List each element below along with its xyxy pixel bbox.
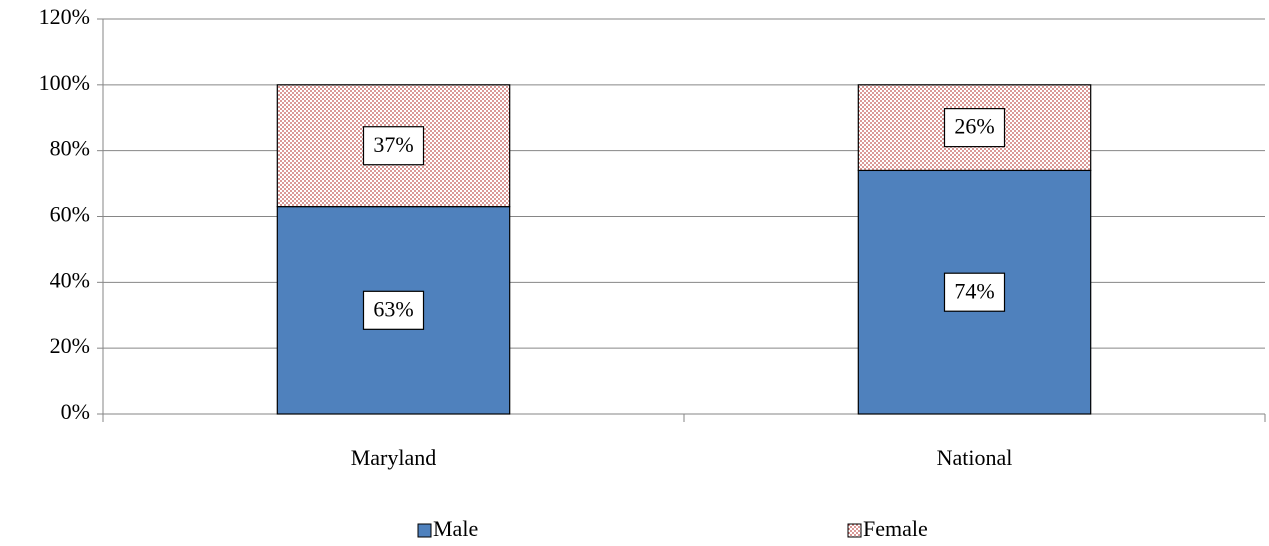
legend-label: Male [433,516,478,541]
legend-key [417,523,432,538]
legend-key [847,523,862,538]
y-tick-label: 20% [50,333,90,358]
y-tick-label: 40% [50,267,90,292]
data-label-box [362,290,425,330]
data-label: 74% [954,278,994,303]
x-tick-label: Maryland [351,445,437,470]
data-label: 37% [373,132,413,157]
legend-label: Female [863,516,928,541]
y-tick-label: 0% [61,399,90,424]
data-label-box [362,126,425,166]
y-tick-label: 120% [39,4,90,29]
y-tick-label: 100% [39,70,90,95]
data-label: 26% [954,114,994,139]
data-label-box [943,272,1006,312]
y-tick-label: 80% [50,136,90,161]
x-tick-label: National [937,445,1013,470]
data-label: 63% [373,296,413,321]
data-label-box [943,108,1006,148]
y-tick-label: 60% [50,202,90,227]
